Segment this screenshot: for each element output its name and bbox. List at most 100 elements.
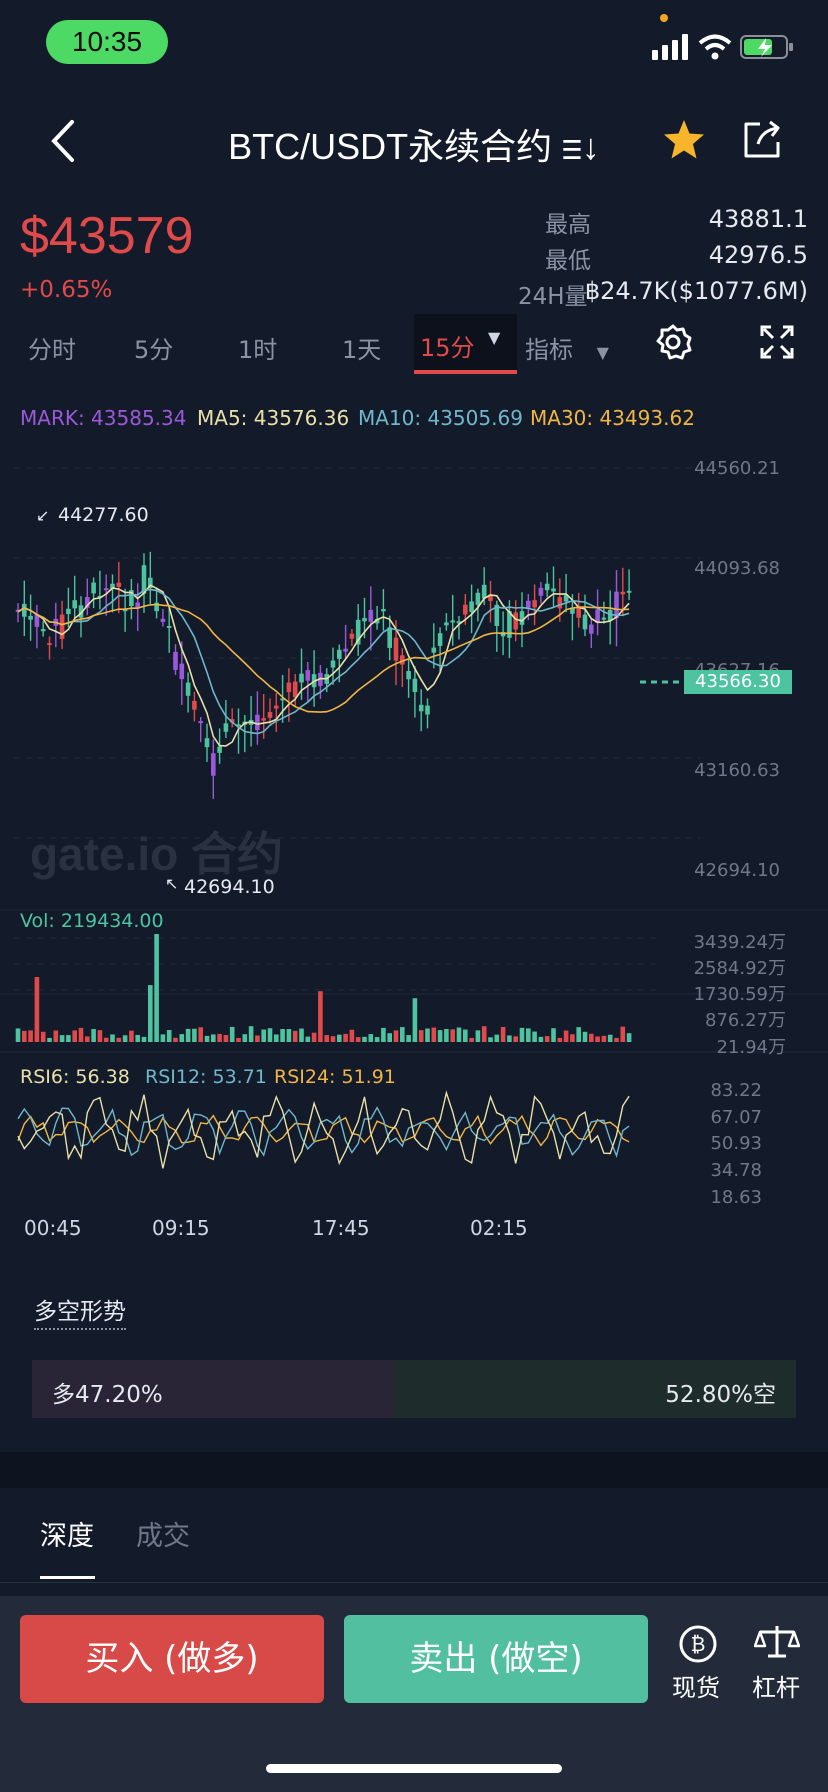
candle-body [570, 608, 575, 614]
tab-1day[interactable]: 1天 [342, 336, 382, 364]
privacy-indicator-dot [660, 14, 668, 22]
candle-body [22, 603, 27, 617]
sentiment-title[interactable]: 多空形势 [34, 1292, 126, 1330]
volume-bar [494, 1034, 500, 1042]
candle-body [223, 723, 229, 732]
volume-label: 24H量 [518, 284, 588, 310]
time-axis-label: 09:15 [152, 1216, 210, 1240]
candle-body [78, 605, 84, 618]
volume-bar [85, 1036, 90, 1042]
high-marker: 44277.60 [58, 504, 149, 526]
scale-icon[interactable] [754, 1622, 800, 1662]
rsi6-value: RSI6: 56.38 [20, 1066, 130, 1088]
kline-chart[interactable]: gate.io 合约 [0, 440, 828, 1230]
battery-icon [740, 35, 793, 59]
tab-5min[interactable]: 5分 [134, 336, 174, 364]
volume-bar [217, 1033, 222, 1042]
volume-bar [78, 1027, 84, 1042]
volume-bar [292, 1030, 298, 1042]
volume-bar [337, 1034, 342, 1042]
tab-15min-label: 15分 [420, 334, 475, 362]
chevron-down-icon: ▼ [596, 343, 609, 362]
tab-trades[interactable]: 成交 [136, 1521, 190, 1552]
volume-bar [286, 1029, 292, 1042]
candle-body [72, 600, 77, 609]
candle-body [141, 565, 147, 594]
volume-value: ฿24.7K($1077.6M) [584, 277, 808, 305]
sell-button[interactable]: 卖出 (做空) [344, 1615, 648, 1703]
bitcoin-coin-icon[interactable]: ₿ [678, 1624, 718, 1664]
volume-bar [242, 1034, 248, 1042]
candle-body [576, 606, 581, 618]
candle-body [85, 597, 90, 608]
candle-body [261, 718, 266, 721]
tab-1hour[interactable]: 1时 [238, 336, 278, 364]
volume-bar [223, 1035, 229, 1042]
spot-label[interactable]: 现货 [672, 1674, 720, 1702]
volume-bar [500, 1026, 506, 1042]
candle-body [513, 612, 518, 630]
candle-body [463, 604, 468, 615]
time-axis-label: 00:45 [24, 1216, 82, 1240]
signal-icon [652, 34, 688, 60]
volume-bar [406, 1035, 411, 1042]
volume-bar [122, 1035, 128, 1042]
tab-15min[interactable]: 15分 ▼ [414, 314, 517, 374]
candle-body [97, 595, 103, 598]
volume-bar [620, 1026, 626, 1042]
candle-body [337, 649, 342, 659]
margin-label[interactable]: 杠杆 [752, 1674, 800, 1702]
volume-bar [626, 1033, 632, 1042]
tab-timeline[interactable]: 分时 [28, 336, 76, 364]
candle-body [626, 590, 632, 593]
volume-axis-label: 21.94万 [716, 1037, 786, 1058]
candle-body [135, 602, 140, 608]
settings-gear-icon[interactable] [654, 323, 692, 361]
high-label: 最高 [545, 212, 591, 238]
volume-bar [229, 1026, 235, 1042]
arrow-icon: ↙ [36, 506, 50, 525]
indicator-menu[interactable]: 指标 ▼ [525, 330, 609, 365]
share-icon[interactable] [740, 118, 784, 162]
short-percent: 52.80%空 [665, 1382, 776, 1408]
price-axis-label: 44560.21 [694, 458, 780, 479]
volume-bar [204, 1035, 210, 1042]
candle-body [437, 633, 443, 646]
rsi-axis-label: 50.93 [710, 1133, 762, 1154]
buy-button[interactable]: 买入 (做多) [20, 1615, 324, 1703]
last-price: $43579 [20, 207, 194, 265]
candle-body [280, 698, 285, 701]
candle-body [211, 753, 216, 776]
volume-bar [519, 1027, 525, 1042]
volume-bar [154, 934, 159, 1042]
candle-body [286, 682, 292, 693]
volume-bar [538, 1036, 544, 1042]
volume-bar [198, 1027, 203, 1042]
candle-body [198, 721, 203, 724]
page-title[interactable]: BTC/USDT永续合约 ⲷ↓ [228, 126, 600, 167]
candle-body [110, 583, 115, 590]
candle-body [526, 600, 531, 608]
price-axis-label: 44093.68 [694, 558, 780, 579]
candle-body [28, 615, 33, 620]
back-icon[interactable] [48, 118, 78, 164]
star-icon[interactable] [662, 118, 706, 162]
volume-bar [311, 1032, 317, 1042]
volume-bar [103, 1037, 109, 1042]
fullscreen-icon[interactable] [760, 325, 794, 359]
volume-bar [381, 1027, 386, 1042]
rsi6-line [17, 1090, 630, 1169]
volume-bar [431, 1027, 437, 1042]
candle-body [330, 660, 336, 668]
candle-body [595, 609, 600, 623]
candle-body [305, 670, 311, 681]
tab-depth[interactable]: 深度 [40, 1521, 94, 1552]
volume-bar [393, 1030, 399, 1042]
volume-bar [211, 1034, 216, 1042]
volume-bar [34, 977, 40, 1042]
home-indicator [266, 1764, 562, 1773]
volume-axis-label: 1730.59万 [693, 984, 786, 1005]
volume-bar [400, 1027, 405, 1042]
ma5-line [17, 584, 630, 747]
volume-bar [355, 1037, 361, 1042]
